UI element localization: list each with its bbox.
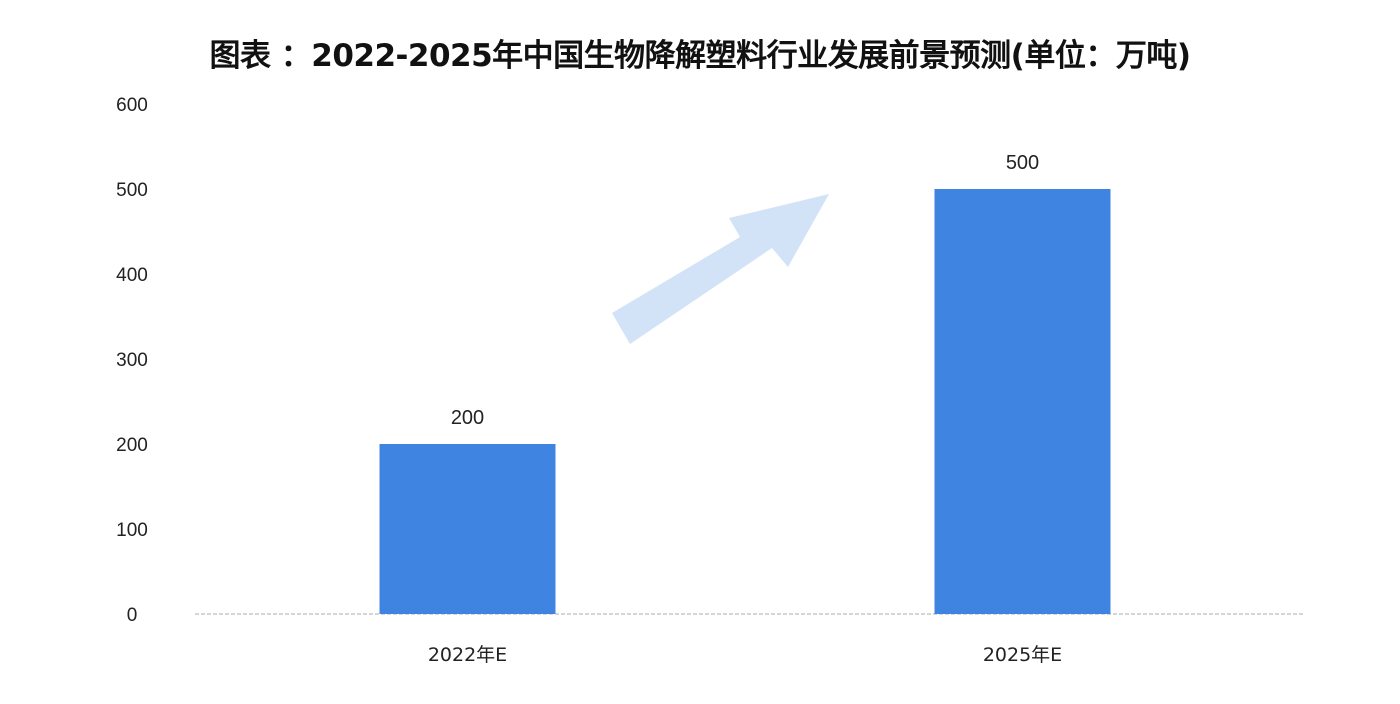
trend-arrow-icon (612, 194, 829, 344)
y-tick-label: 600 (116, 95, 148, 116)
data-label: 200 (451, 407, 484, 429)
y-tick-label: 300 (116, 350, 148, 371)
y-tick-label: 200 (116, 435, 148, 456)
chart-title: 图表 ：2022-2025年中国生物降解塑料行业发展前景预测(单位：万吨) (209, 38, 1191, 74)
bar (934, 189, 1111, 614)
y-tick-label: 400 (116, 265, 148, 286)
data-label: 500 (1006, 152, 1039, 174)
x-tick-label: 2025年E (983, 644, 1062, 666)
y-tick-label: 500 (116, 180, 148, 201)
y-tick-label: 100 (116, 520, 148, 541)
x-tick-label: 2022年E (428, 644, 507, 666)
y-tick-label: 0 (127, 605, 138, 626)
bar (379, 444, 556, 614)
